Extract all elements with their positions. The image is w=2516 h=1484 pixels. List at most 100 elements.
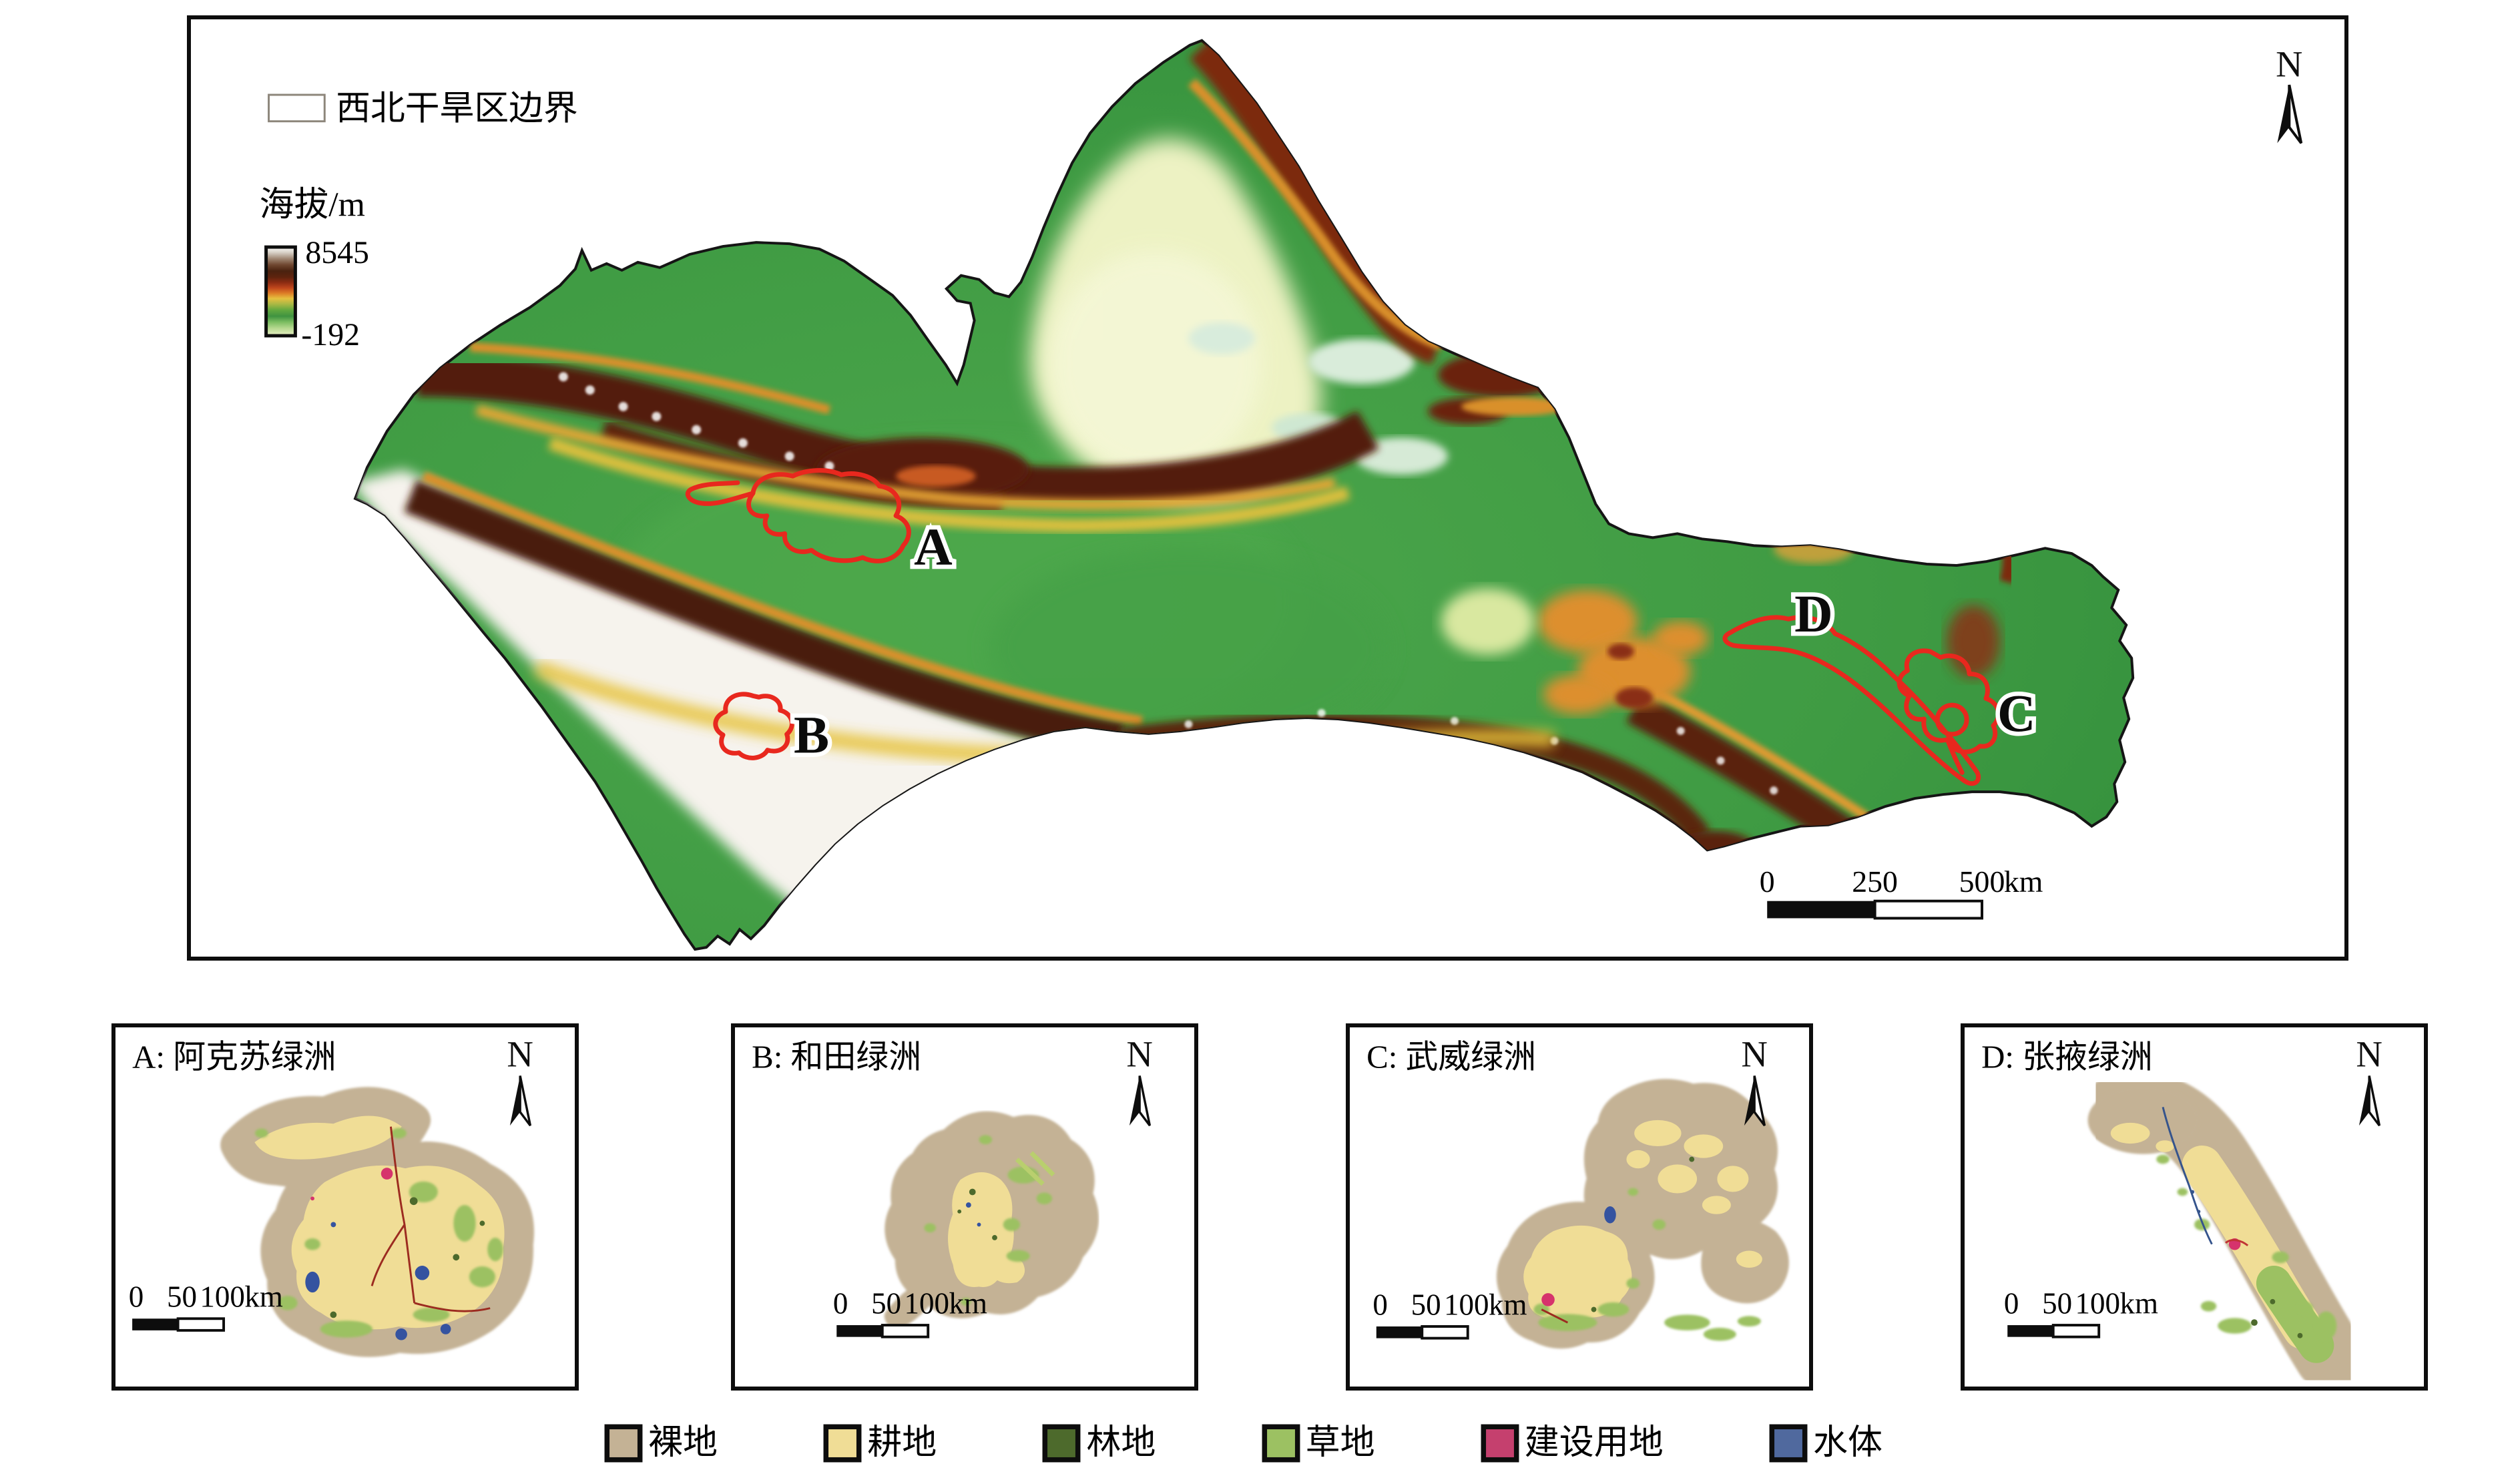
scale-segment-black <box>836 1325 883 1337</box>
north-label: N <box>507 1034 533 1075</box>
scale-bar-panel: 0 50 100 km <box>833 1286 987 1338</box>
scale-bar-panel: 0 50 100 km <box>2004 1286 2158 1338</box>
scale-segment-white <box>176 1317 226 1332</box>
elevation-title: 海拔/m <box>260 186 365 224</box>
oasis-markers: A B C D <box>790 514 2041 769</box>
scale-tick2: 100 <box>905 1286 949 1320</box>
river-line <box>1541 1308 1569 1324</box>
panel-hotan: B: 和田绿洲 N 0 50 100 km <box>731 1023 1198 1391</box>
grassland-patches <box>255 1128 503 1338</box>
scale-unit: km <box>2119 1286 2158 1320</box>
panel-aksu: A: 阿克苏绿洲 N 0 50 100 km <box>111 1023 579 1391</box>
legend-item-forest: 林地 <box>1042 1424 1156 1463</box>
scale-tick1: 50 <box>1411 1288 1441 1321</box>
scale-tick2: 500 <box>1959 864 2005 899</box>
water-patch <box>1604 1206 1616 1224</box>
elevation-min: -192 <box>301 317 360 352</box>
scale-tick0: 0 <box>833 1286 848 1320</box>
forest-patches <box>330 1197 485 1318</box>
grassland-band <box>2256 1266 2334 1363</box>
scale-tick2: 100 <box>2075 1286 2119 1320</box>
panel-title: A: 阿克苏绿洲 <box>132 1039 336 1075</box>
legend-label: 水体 <box>1812 1424 1882 1462</box>
legend-label: 裸地 <box>648 1424 718 1462</box>
north-arrow-main: N <box>2276 43 2303 145</box>
grassland-patches <box>2156 1154 2337 1340</box>
scale-unit: km <box>244 1280 282 1314</box>
panel-title: D: 张掖绿洲 <box>1981 1039 2153 1075</box>
panel-zhangye: D: 张掖绿洲 N 0 50 100 km <box>1961 1023 2428 1391</box>
elevation-max: 8545 <box>305 235 369 270</box>
north-arrow-icon <box>2358 1074 2381 1127</box>
legend-item-water: 水体 <box>1769 1424 1882 1463</box>
north-arrow-panel: N <box>1741 1034 1768 1127</box>
boundary-legend-label: 西北干旱区边界 <box>336 90 578 128</box>
scale-tick1: 50 <box>167 1280 197 1314</box>
forest-patches <box>1591 1156 1695 1312</box>
north-arrow-icon <box>2276 83 2303 145</box>
landuse-legend: 裸地 耕地 林地 草地 建设用地 水体 <box>604 1422 1882 1465</box>
marker-B: B <box>794 706 829 765</box>
river-line <box>2162 1106 2213 1245</box>
legend-label: 草地 <box>1305 1424 1375 1462</box>
legend-item-construction-land: 建设用地 <box>1481 1424 1664 1463</box>
scale-segment-black <box>2007 1325 2053 1337</box>
water-patches <box>2190 1190 2201 1214</box>
oasis-boundary-zhangye <box>1722 615 1981 786</box>
bare-land-swatch-icon <box>604 1424 643 1463</box>
cropland-swatch-icon <box>823 1424 862 1463</box>
elevation-ramp <box>264 245 297 338</box>
water-swatch-icon <box>1769 1424 1808 1463</box>
main-map-frame: A B C D 西北干旱区边界 海拔/m 8545 -192 N 0 250 5… <box>187 15 2348 961</box>
forest-swatch-icon <box>1042 1424 1081 1463</box>
oasis-boundary-aksu-west-arm <box>685 480 756 506</box>
forest-patches <box>2251 1298 2303 1338</box>
grassland-swatch-icon <box>1262 1424 1300 1463</box>
panel-title: C: 武威绿洲 <box>1366 1039 1536 1075</box>
scale-bar-panel: 0 50 100 km <box>1372 1288 1527 1340</box>
cropland-patches <box>2110 1122 2174 1152</box>
north-label: N <box>1741 1034 1768 1075</box>
oasis-boundary-wuwei-tail <box>1945 737 1965 775</box>
scale-segment-white <box>2051 1324 2101 1338</box>
north-label: N <box>2276 43 2302 85</box>
scale-tick2: 100 <box>200 1280 244 1314</box>
panel-wuwei: C: 武威绿洲 N 0 50 100 km <box>1346 1023 1813 1391</box>
scale-tick1: 250 <box>1852 864 1898 899</box>
legend-item-bare-land: 裸地 <box>604 1424 718 1463</box>
legend-label: 建设用地 <box>1524 1424 1664 1462</box>
north-label: N <box>2356 1034 2382 1075</box>
river-lines <box>370 1126 491 1312</box>
legend-item-cropland: 耕地 <box>823 1424 937 1463</box>
north-label: N <box>1126 1034 1153 1075</box>
scale-tick0: 0 <box>1760 864 1775 899</box>
marker-A: A <box>914 518 953 577</box>
scale-bar-main: 0 250 500 km <box>1760 864 2043 920</box>
oasis-boundary-aksu <box>746 468 911 563</box>
construction-patch <box>1541 1293 1555 1306</box>
scale-tick1: 50 <box>2042 1286 2072 1320</box>
scale-segment-black <box>1767 901 1875 919</box>
oasis-boundary-hotan <box>713 692 794 760</box>
oasis-map-zhangye <box>2081 1071 2365 1387</box>
forest-patches <box>957 1188 997 1240</box>
legend-item-grassland: 草地 <box>1262 1424 1375 1463</box>
oasis-map-aksu <box>220 1087 535 1357</box>
scale-tick1: 50 <box>871 1286 901 1320</box>
north-arrow-icon <box>1128 1074 1152 1127</box>
north-arrow-panel: N <box>1126 1034 1153 1127</box>
north-arrow-panel: N <box>2356 1034 2382 1127</box>
water-patches <box>305 1222 451 1340</box>
scale-segment-black <box>132 1318 178 1330</box>
scale-segment-white <box>1873 899 1984 920</box>
grass-stripes <box>1015 1151 1055 1186</box>
scale-segment-black <box>1376 1326 1423 1338</box>
road-line <box>2225 1239 2249 1246</box>
north-arrow-panel: N <box>507 1034 533 1127</box>
north-arrow-icon <box>509 1074 532 1127</box>
water-patches <box>965 1202 981 1227</box>
scale-unit: km <box>2004 864 2043 899</box>
scale-segment-white <box>880 1324 930 1338</box>
oasis-map-hotan <box>884 1111 1099 1328</box>
legend-label: 林地 <box>1086 1424 1156 1462</box>
